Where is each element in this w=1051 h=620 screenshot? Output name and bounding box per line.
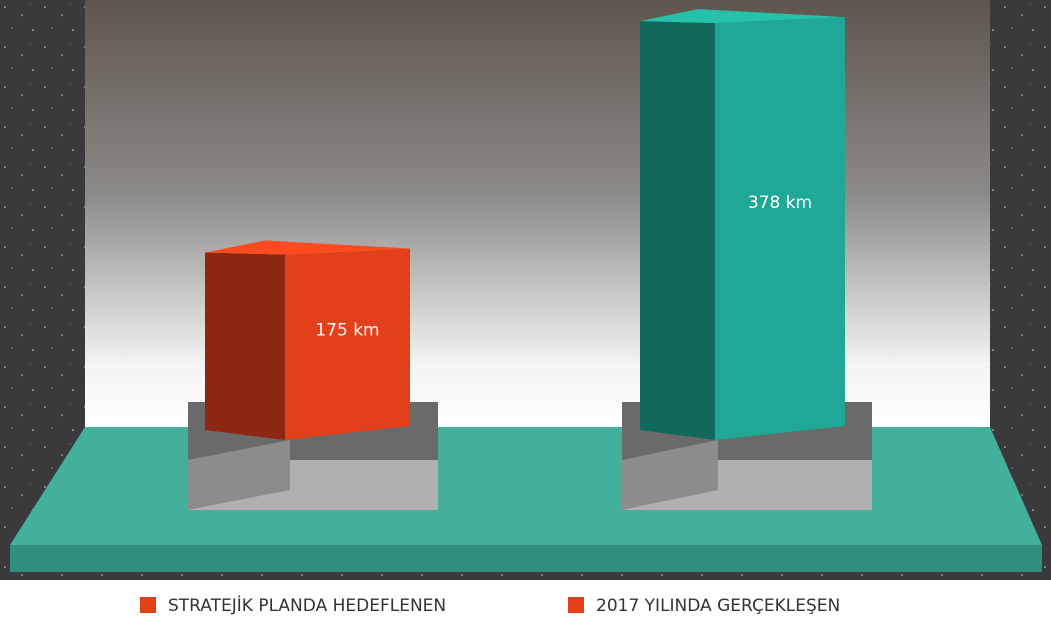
legend-label: STRATEJİK PLANDA HEDEFLENEN <box>168 595 446 616</box>
legend-swatch <box>568 597 584 613</box>
bar-top-face <box>640 9 845 24</box>
legend: STRATEJİK PLANDA HEDEFLENEN 2017 YILINDA … <box>140 595 840 616</box>
bar-left-face <box>205 252 285 440</box>
legend-swatch <box>140 597 156 613</box>
platform-edge <box>10 545 1042 572</box>
bar <box>715 17 845 441</box>
bar-top-face <box>205 240 410 255</box>
bar-left-face <box>640 21 715 441</box>
value-label: 175 km <box>315 320 379 340</box>
platform-top <box>10 427 1042 545</box>
legend-strip <box>0 580 1051 620</box>
legend-label: 2017 YILINDA GERÇEKLEŞEN <box>596 596 840 616</box>
value-label: 378 km <box>748 193 812 213</box>
bar <box>285 248 410 440</box>
